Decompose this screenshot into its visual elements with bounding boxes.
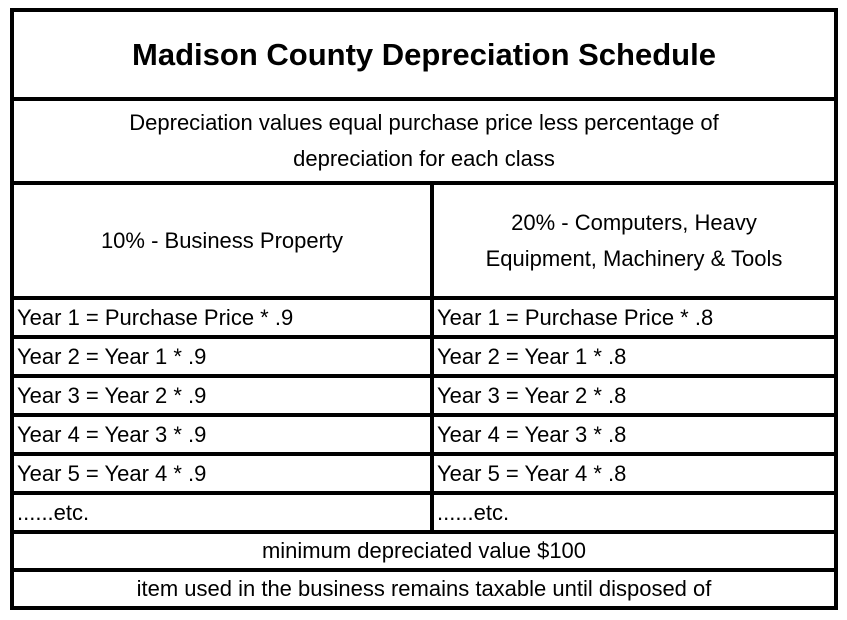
- table-description-row: Depreciation values equal purchase price…: [14, 101, 834, 185]
- row-cell-right: Year 5 = Year 4 * .8: [437, 460, 627, 486]
- row-cell-left: ......etc.: [14, 495, 434, 530]
- row-cell-right: Year 3 = Year 2 * .8: [437, 382, 627, 408]
- table-title: Madison County Depreciation Schedule: [132, 36, 716, 72]
- row-cell-left: Year 5 = Year 4 * .9: [14, 456, 434, 491]
- table-row-year-4: Year 4 = Year 3 * .9 Year 4 = Year 3 * .…: [14, 417, 834, 456]
- column-headers-row: 10% - Business Property 20% - Computers,…: [14, 185, 834, 300]
- row-cell-left: Year 4 = Year 3 * .9: [14, 417, 434, 452]
- table-row-year-3: Year 3 = Year 2 * .9 Year 3 = Year 2 * .…: [14, 378, 834, 417]
- row-cell-right: Year 1 = Purchase Price * .8: [437, 304, 714, 330]
- row-cell-left: Year 3 = Year 2 * .9: [14, 378, 434, 413]
- row-cell-left: Year 1 = Purchase Price * .9: [14, 300, 434, 335]
- depreciation-table: Madison County Depreciation Schedule Dep…: [10, 8, 838, 610]
- table-title-row: Madison County Depreciation Schedule: [14, 12, 834, 101]
- row-cell-right: ......etc.: [437, 499, 510, 525]
- footnote-taxable: item used in the business remains taxabl…: [136, 576, 712, 601]
- table-row-year-2: Year 2 = Year 1 * .9 Year 2 = Year 1 * .…: [14, 339, 834, 378]
- row-cell-right: Year 4 = Year 3 * .8: [437, 421, 627, 447]
- column-header-computers-equipment: 20% - Computers, Heavy Equipment, Machin…: [485, 209, 783, 271]
- table-row-year-1: Year 1 = Purchase Price * .9 Year 1 = Pu…: [14, 300, 834, 339]
- row-cell-right: Year 2 = Year 1 * .8: [437, 343, 627, 369]
- table-description: Depreciation values equal purchase price…: [129, 110, 719, 171]
- footnote-minimum-value: minimum depreciated value $100: [14, 534, 834, 572]
- table-row-year-5: Year 5 = Year 4 * .9 Year 5 = Year 4 * .…: [14, 456, 834, 495]
- row-cell-left: Year 2 = Year 1 * .9: [14, 339, 434, 374]
- table-row-etc: ......etc. ......etc.: [14, 495, 834, 534]
- column-header-business-property: 10% - Business Property: [14, 185, 434, 296]
